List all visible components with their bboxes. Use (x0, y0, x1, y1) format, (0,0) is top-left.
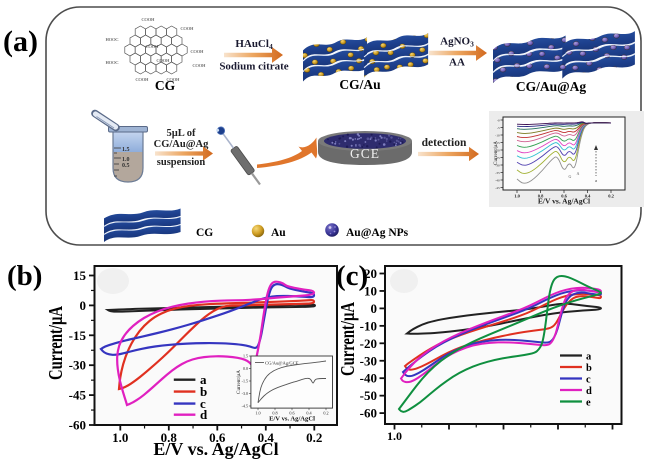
svg-text:0.8: 0.8 (272, 411, 277, 416)
svg-text:b: b (200, 384, 207, 399)
svg-text:Current/µA: Current/µA (236, 370, 242, 394)
svg-text:COOH: COOH (166, 77, 180, 82)
svg-text:-5: -5 (497, 126, 500, 130)
svg-text:-60: -60 (360, 406, 377, 421)
svg-text:-15: -15 (495, 141, 500, 145)
svg-text:CG: CG (155, 78, 176, 93)
svg-text:15: 15 (73, 268, 87, 283)
svg-text:1.0: 1.0 (387, 429, 402, 443)
svg-text:0: 0 (371, 301, 378, 316)
svg-text:0.4: 0.4 (585, 194, 591, 199)
svg-text:0.2: 0.2 (608, 194, 614, 199)
svg-text:-4.5: -4.5 (242, 404, 248, 409)
svg-text:-35: -35 (495, 171, 500, 175)
svg-text:-1.5: -1.5 (242, 379, 248, 384)
svg-text:-30: -30 (360, 353, 377, 368)
svg-text:0.6: 0.6 (561, 194, 567, 199)
svg-text:COOH: COOH (135, 77, 149, 82)
svg-text:Au: Au (271, 227, 286, 239)
svg-text:HAuCl4: HAuCl4 (235, 38, 273, 51)
svg-text:GCE: GCE (350, 146, 380, 161)
svg-text:HOOC: HOOC (105, 37, 118, 42)
svg-text:AA: AA (449, 57, 465, 69)
svg-text:(b): (b) (7, 260, 42, 292)
svg-text:a: a (595, 178, 597, 183)
svg-text:0.2: 0.2 (323, 411, 328, 416)
svg-text:1.0: 1.0 (255, 411, 260, 416)
svg-text:(c): (c) (336, 260, 368, 292)
svg-text:d: d (586, 386, 592, 397)
svg-text:suspension: suspension (157, 157, 206, 168)
svg-text:COOH: COOH (156, 58, 170, 63)
svg-text:COOH: COOH (145, 44, 159, 49)
svg-text:-3.0: -3.0 (242, 391, 248, 396)
svg-text:-45: -45 (495, 186, 500, 190)
svg-text:e: e (586, 397, 591, 408)
svg-text:-40: -40 (360, 371, 377, 386)
svg-text:HOOC: HOOC (105, 60, 118, 65)
svg-text:E/V vs. Ag/AgCl: E/V vs. Ag/AgCl (269, 416, 315, 423)
svg-text:Current/µA: Current/µA (337, 302, 359, 376)
svg-text:-10: -10 (360, 318, 377, 333)
svg-text:a: a (586, 351, 592, 362)
svg-text:G: G (569, 174, 572, 179)
svg-text:COOH: COOH (190, 49, 204, 54)
svg-text:-25: -25 (495, 156, 500, 160)
svg-text:-0: -0 (497, 119, 500, 123)
svg-text:0.0: 0.0 (243, 366, 248, 371)
svg-text:5µL of: 5µL of (166, 128, 196, 139)
svg-text:-30: -30 (69, 358, 86, 373)
svg-text:CG/Au@Ag: CG/Au@Ag (154, 139, 209, 150)
svg-text:-10: -10 (495, 134, 500, 138)
svg-text:-15: -15 (69, 328, 87, 343)
svg-text:b: b (586, 363, 592, 374)
svg-text:-20: -20 (495, 149, 500, 153)
svg-text:COOH: COOH (180, 26, 194, 31)
svg-text:a: a (200, 372, 207, 387)
svg-text:c: c (200, 396, 206, 411)
svg-text:1.5: 1.5 (122, 147, 130, 153)
svg-text:-30: -30 (495, 164, 500, 168)
svg-text:1.5: 1.5 (243, 354, 248, 359)
svg-text:-45: -45 (69, 388, 87, 403)
svg-text:CG/Au@Ag/GCE: CG/Au@Ag/GCE (265, 360, 299, 365)
svg-text:1.0: 1.0 (514, 194, 520, 199)
svg-text:Current/µA: Current/µA (493, 141, 499, 165)
svg-text:0.2: 0.2 (306, 430, 322, 445)
svg-text:AgNO3: AgNO3 (440, 36, 474, 49)
svg-text:(a): (a) (3, 25, 38, 58)
svg-text:0.6: 0.6 (289, 411, 294, 416)
svg-text:0.8: 0.8 (538, 194, 544, 199)
svg-text:CG: CG (196, 227, 213, 239)
svg-text:A: A (577, 171, 580, 176)
svg-text:10: 10 (364, 283, 377, 298)
svg-text:detection: detection (422, 137, 467, 149)
svg-text:20: 20 (364, 266, 377, 281)
svg-text:Au@Ag NPs: Au@Ag NPs (346, 227, 409, 239)
svg-text:1.0: 1.0 (112, 430, 128, 445)
svg-text:E/V vs. Ag/AgCl: E/V vs. Ag/AgCl (153, 439, 278, 459)
svg-text:0: 0 (80, 298, 87, 313)
svg-text:-20: -20 (360, 336, 377, 351)
svg-text:COOH: COOH (192, 63, 206, 68)
svg-text:0.8: 0.8 (161, 430, 178, 445)
svg-text:Current/µA: Current/µA (45, 306, 67, 380)
svg-text:CG/Au@Ag: CG/Au@Ag (516, 79, 587, 94)
svg-text:Sodium citrate: Sodium citrate (219, 61, 288, 73)
svg-text:c: c (586, 374, 591, 385)
svg-text:1.0: 1.0 (122, 157, 130, 163)
svg-text:E/V vs. Ag/AgCl: E/V vs. Ag/AgCl (538, 197, 590, 206)
svg-text:-40: -40 (495, 179, 500, 183)
svg-text:0.6: 0.6 (209, 430, 226, 445)
svg-text:0.5: 0.5 (122, 163, 130, 169)
svg-text:0.4: 0.4 (258, 430, 275, 445)
svg-text:CG/Au: CG/Au (339, 77, 381, 92)
svg-text:-60: -60 (69, 418, 86, 433)
svg-text:0.4: 0.4 (306, 411, 312, 416)
svg-text:d: d (200, 407, 208, 422)
svg-text:-50: -50 (360, 388, 377, 403)
svg-text:COOH: COOH (141, 17, 155, 22)
